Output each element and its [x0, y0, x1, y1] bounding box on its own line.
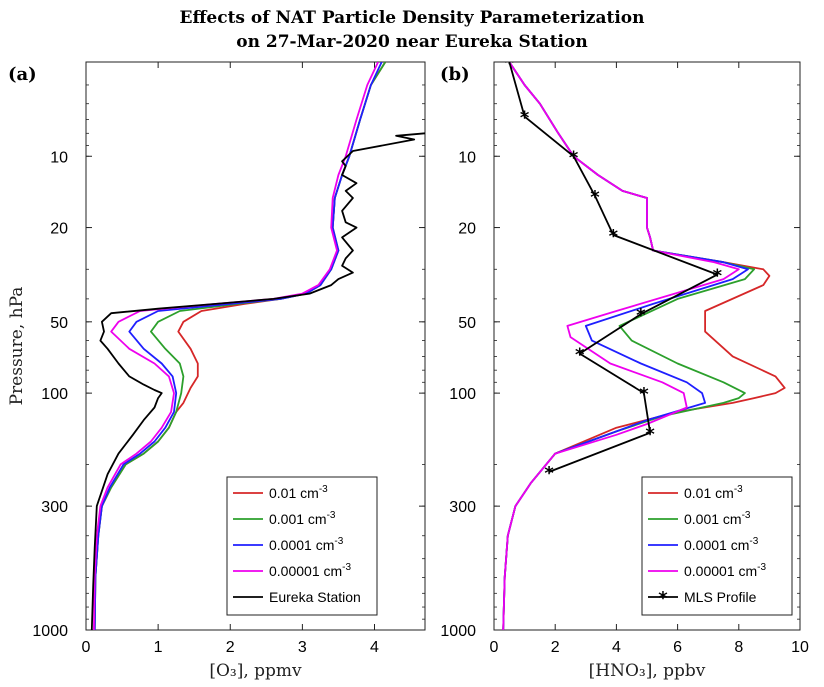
panel-b-plot-area: * * * * * * * * * * * — [502, 53, 786, 630]
panel-b-x-axis-label: [HNO₃], ppbv — [589, 661, 706, 681]
panel-b-y-tick-label: 20 — [458, 221, 476, 238]
panel-b-mls-point-marker: * — [544, 463, 554, 484]
panel-a-legend-label-5: Eureka Station — [269, 589, 361, 605]
panel-a-y-tick-label: 50 — [50, 315, 68, 332]
panel-a-x-axis-label: [O₃], ppmv — [209, 661, 302, 681]
panel-a-y-tick-label: 300 — [41, 499, 68, 516]
panel-b-y-tick-label: 10 — [458, 149, 476, 166]
panel-b-legend-label-2: 0.001 cm-3 — [684, 510, 751, 527]
panel-b-mls-point-marker: * — [609, 226, 619, 247]
panel-b-legend-label-3: 0.0001 cm-3 — [684, 536, 759, 553]
panel-b-x-tick-label: 8 — [734, 639, 743, 656]
panel-b-x-tick-label: 4 — [612, 639, 621, 656]
panel-b-mls-point-marker: * — [520, 108, 530, 129]
figure-title-line-1: Effects of NAT Particle Density Paramete… — [180, 8, 645, 28]
panel-b-nitric-acid: 0 2 4 6 8 10 10 20 50 100 300 1000 * * * * * * * * * * * (b) [HN… — [440, 53, 809, 681]
panel-a-legend-label-2: 0.001 cm-3 — [269, 510, 336, 527]
panel-a-series-line-4 — [93, 62, 379, 630]
panel-b-x-tick-label: 0 — [490, 639, 499, 656]
panel-b-y-tick-label: 100 — [449, 386, 476, 403]
panel-b-x-tick-label: 10 — [791, 639, 809, 656]
panel-b-mls-point-marker: * — [575, 345, 585, 366]
panel-a-ozone: 0 1 2 3 4 10 20 50 100 300 1000 (a) [O₃], ppmv Pressu… — [7, 61, 426, 681]
panel-b-y-tick-label: 50 — [458, 315, 476, 332]
panel-b-label: (b) — [440, 64, 470, 85]
panel-b-mls-point-marker: * — [636, 305, 646, 326]
panel-a-x-tick-label: 1 — [154, 639, 163, 656]
panel-a-x-tick-label: 4 — [370, 639, 379, 656]
panel-a-y-tick-label: 100 — [41, 386, 68, 403]
panel-a-x-tick-label: 0 — [82, 639, 91, 656]
panel-b-mls-point-marker: * — [505, 53, 515, 74]
panel-b-legend-label-1: 0.01 cm-3 — [684, 484, 743, 501]
panel-b-legend-label-4: 0.00001 cm-3 — [684, 562, 767, 579]
panel-b-mls-point-marker: * — [639, 384, 649, 405]
panel-b-legend-marker: * — [658, 588, 668, 609]
panel-b-mls-point-marker: * — [713, 266, 723, 287]
panel-b-legend: 0.01 cm-3 0.001 cm-3 0.0001 cm-3 0.00001 cm… — [641, 476, 793, 616]
panel-b-y-tick-label: 1000 — [440, 623, 476, 640]
panel-a-axes-box — [85, 61, 426, 631]
panel-a-x-tick-label: 3 — [298, 639, 307, 656]
panel-a-legend-label-1: 0.01 cm-3 — [269, 484, 328, 501]
panel-a-label: (a) — [8, 64, 37, 85]
panel-b-mls-point-marker: * — [569, 147, 579, 168]
panel-a-x-tick-label: 2 — [226, 639, 235, 656]
panel-a-legend: 0.01 cm-3 0.001 cm-3 0.0001 cm-3 0.00001 cm… — [226, 476, 378, 616]
panel-a-legend-box — [226, 476, 378, 616]
panel-a-y-tick-label: 10 — [50, 149, 68, 166]
panel-a-legend-label-4: 0.00001 cm-3 — [269, 562, 352, 579]
panel-a-y-tick-label: 20 — [50, 221, 68, 238]
panel-b-series-line-5 — [508, 62, 719, 473]
panel-b-axes-box — [493, 61, 801, 631]
panel-b-legend-label-5: MLS Profile — [684, 589, 757, 605]
panel-b-legend-box — [641, 476, 793, 616]
panel-b-x-tick-label: 6 — [673, 639, 682, 656]
panel-b-mls-point-marker: * — [590, 187, 600, 208]
panel-b-series-line-4 — [502, 62, 740, 630]
panel-a-legend-label-3: 0.0001 cm-3 — [269, 536, 344, 553]
panel-a-series-line-5 — [90, 132, 425, 630]
panel-a-plot-area — [90, 62, 425, 630]
panel-b-x-tick-label: 2 — [551, 639, 560, 656]
panel-b-mls-point-marker: * — [645, 424, 655, 445]
panel-a-y-axis-label: Pressure, hPa — [7, 287, 27, 406]
panel-a-series-line-3 — [93, 62, 383, 630]
panel-b-y-tick-label: 300 — [449, 499, 476, 516]
panel-a-y-tick-label: 1000 — [32, 623, 68, 640]
figure-title-line-2: on 27-Mar-2020 near Eureka Station — [236, 32, 587, 52]
